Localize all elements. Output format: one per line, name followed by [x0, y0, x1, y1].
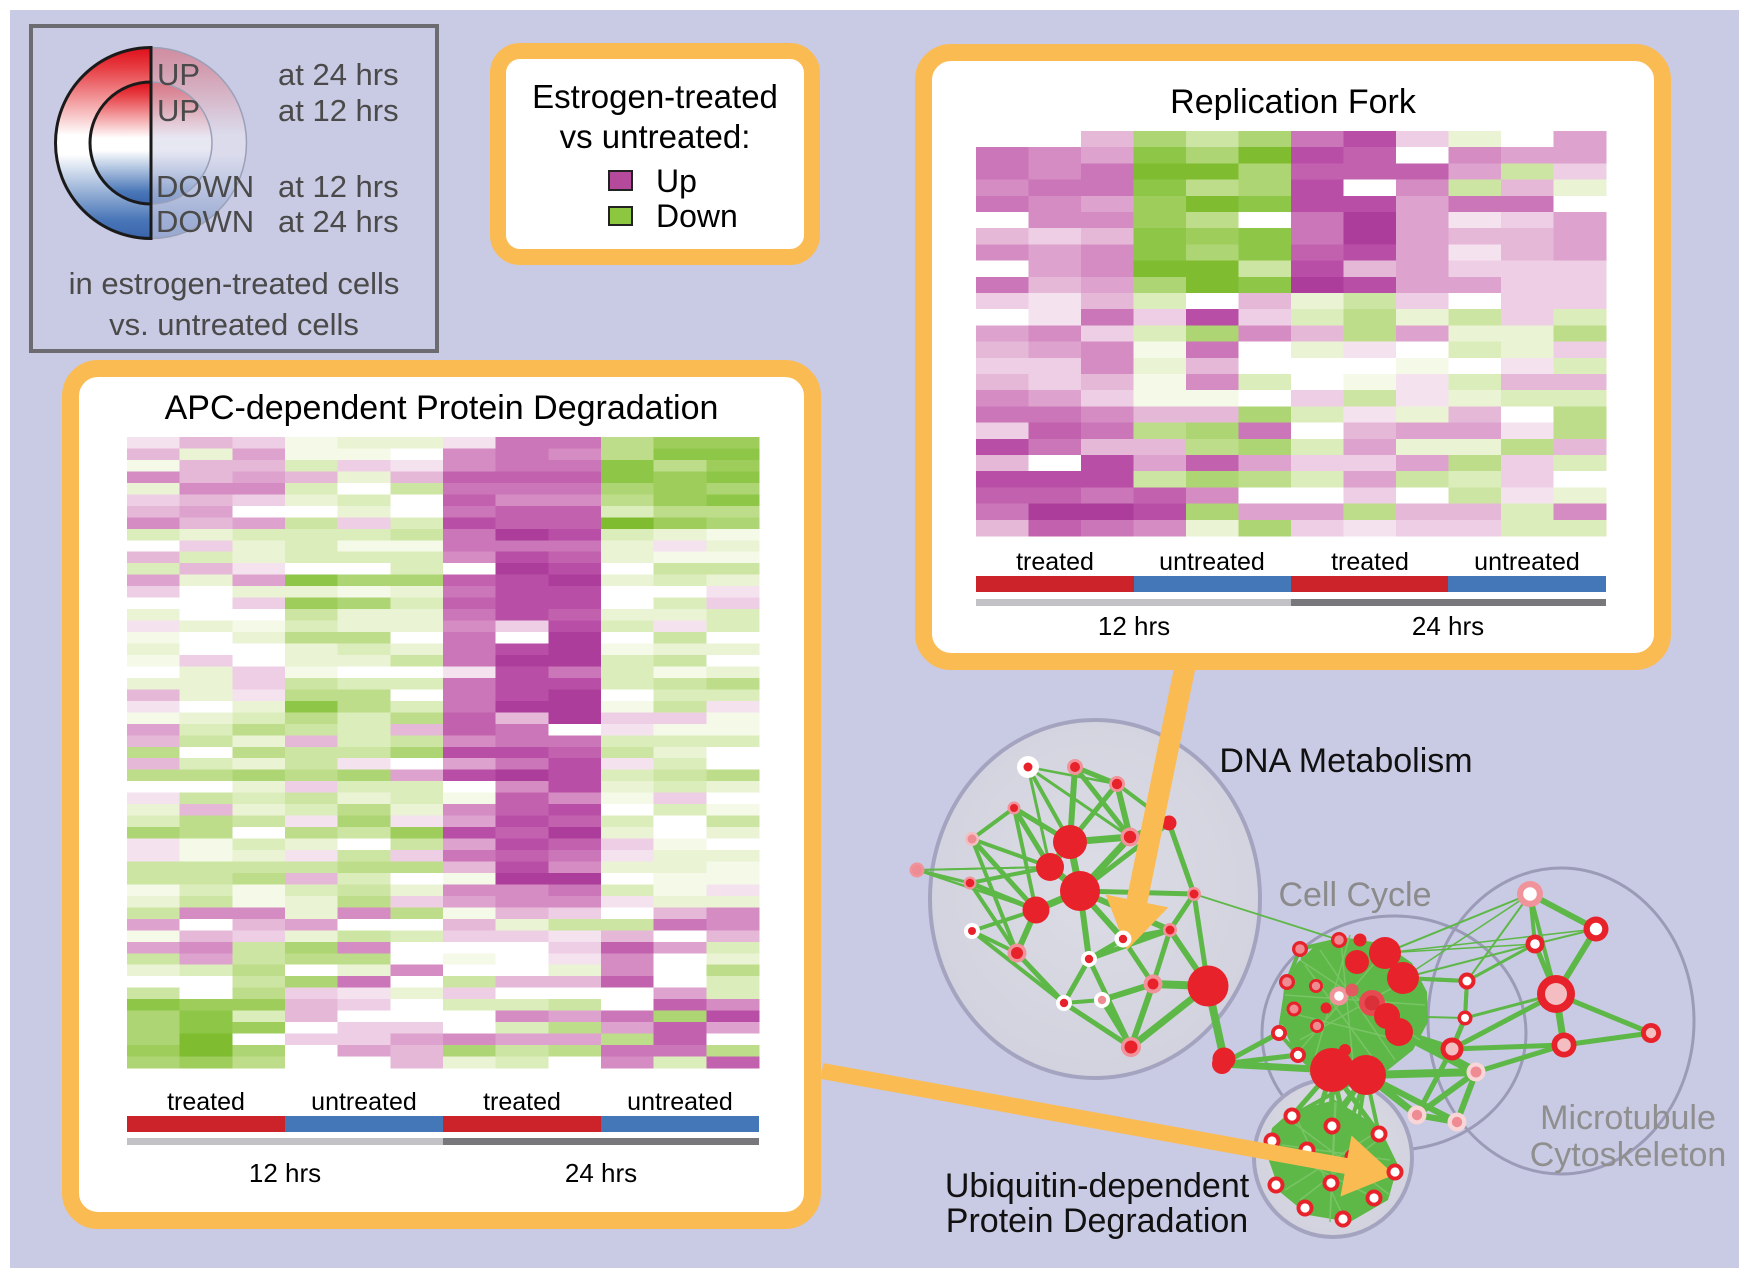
svg-text:Protein Degradation: Protein Degradation — [946, 1202, 1248, 1240]
svg-text:Cell Cycle: Cell Cycle — [1278, 876, 1431, 914]
svg-text:Microtubule: Microtubule — [1540, 1099, 1716, 1137]
svg-text:Ubiquitin-dependent: Ubiquitin-dependent — [945, 1167, 1250, 1205]
svg-text:Cytoskeleton: Cytoskeleton — [1530, 1136, 1727, 1174]
svg-text:DNA Metabolism: DNA Metabolism — [1219, 742, 1472, 780]
